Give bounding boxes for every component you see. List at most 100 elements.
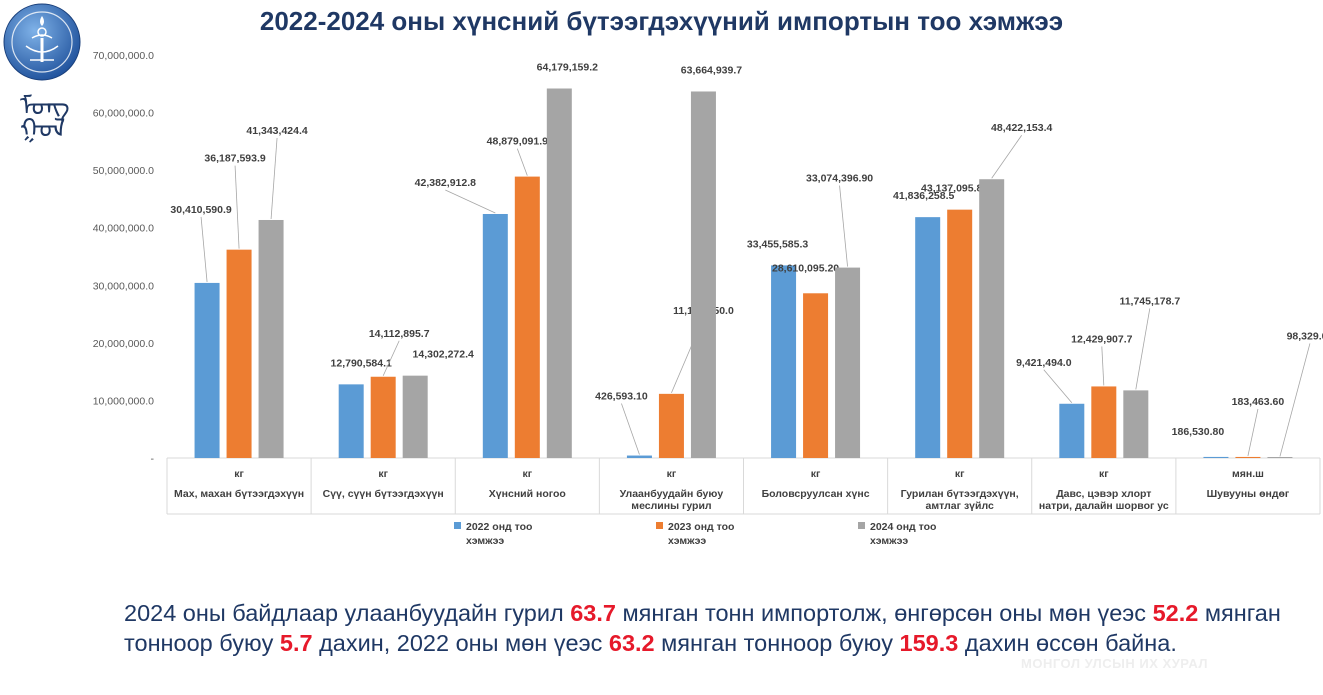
- label-leader-line: [1135, 308, 1151, 390]
- summary-text-part: мянган тонн импортолж, өнгөрсөн оны мөн …: [615, 600, 1153, 626]
- bar: [338, 384, 364, 458]
- bar: [915, 217, 941, 458]
- unit-label: кг: [955, 468, 965, 480]
- label-leader-line: [234, 165, 240, 249]
- data-label: 43,137,095.8: [921, 183, 982, 195]
- bar: [546, 88, 572, 458]
- data-label: 98,329.00: [1287, 330, 1323, 342]
- data-label: 9,421,494.0: [1016, 357, 1072, 369]
- bar: [803, 293, 829, 458]
- category-label: амтлаг зүйлс: [926, 500, 994, 512]
- unit-label: кг: [811, 468, 821, 480]
- data-label: 64,179,159.2: [537, 62, 598, 74]
- legend-label: хэмжээ: [870, 535, 908, 547]
- bar: [1091, 386, 1117, 458]
- bar: [370, 376, 396, 458]
- data-label: 63,664,939.7: [681, 64, 742, 76]
- summary-text-part: дахин, 2022 оны мөн үеэс: [312, 630, 609, 656]
- bar: [690, 91, 716, 458]
- unit-label: кг: [522, 468, 532, 480]
- bar: [1235, 456, 1261, 458]
- label-leader-line: [991, 134, 1023, 179]
- data-label: 36,187,593.9: [204, 153, 265, 165]
- bar: [226, 249, 252, 458]
- bar: [482, 213, 508, 458]
- legend-swatch: [858, 522, 865, 529]
- bar: [771, 265, 797, 458]
- unit-label: кг: [234, 468, 244, 480]
- y-tick-label: 50,000,000.0: [93, 165, 154, 177]
- legend-label: 2023 онд тоо: [668, 521, 734, 533]
- summary-text-part: дахин өссөн байна.: [958, 630, 1177, 656]
- bar: [626, 455, 652, 458]
- summary-highlight: 63.7: [570, 600, 616, 626]
- label-leader-line: [621, 403, 640, 455]
- unit-label: мян.ш: [1232, 468, 1264, 480]
- summary-highlight: 159.3: [899, 630, 959, 656]
- label-leader-line: [1279, 343, 1311, 457]
- unit-label: кг: [667, 468, 677, 480]
- bar: [194, 282, 220, 458]
- data-label: 48,422,153.4: [991, 122, 1052, 134]
- data-label: 14,112,895.7: [369, 328, 430, 340]
- category-label: Шувууны өндөг: [1207, 488, 1290, 500]
- data-label: 12,790,584.1: [331, 357, 392, 369]
- watermark: МОНГОЛ УЛСЫН ИХ ХУРАЛ: [1021, 656, 1208, 671]
- legend-swatch: [454, 522, 461, 529]
- summary-highlight: 63.2: [608, 630, 655, 656]
- category-label: Мах, махан бүтээгдэхүүн: [174, 488, 304, 500]
- y-tick-label: 30,000,000.0: [93, 280, 154, 292]
- bar: [1123, 390, 1149, 458]
- bar: [658, 393, 684, 458]
- category-label: меслины гурил: [631, 500, 711, 512]
- legend-label: 2022 онд тоо: [466, 521, 532, 533]
- category-label: Сүү, сүүн бүтээгдэхүүн: [323, 488, 444, 500]
- bar: [258, 219, 284, 458]
- label-leader-line: [1043, 369, 1073, 404]
- summary-highlight: 52.2: [1152, 600, 1199, 626]
- bar: [514, 176, 540, 459]
- mongolian-soyombo-emblem-icon: [3, 3, 81, 81]
- bar: [1059, 403, 1085, 458]
- summary-text-part: мянган тонноор буюу: [654, 630, 900, 656]
- label-leader-line: [445, 189, 496, 214]
- data-label: 42,382,912.8: [415, 177, 476, 189]
- bar: [1267, 457, 1293, 458]
- unit-label: кг: [1099, 468, 1109, 480]
- bar: [979, 179, 1005, 458]
- y-tick-label: 20,000,000.0: [93, 338, 154, 350]
- unit-label: кг: [378, 468, 388, 480]
- data-label: 28,610,095.20: [772, 262, 839, 274]
- data-label: 11,745,178.7: [1119, 295, 1180, 307]
- label-leader-line: [516, 148, 528, 176]
- page-title: 2022-2024 оны хүнсний бүтээгдэхүүний имп…: [259, 6, 1064, 36]
- y-tick-label: 60,000,000.0: [93, 108, 154, 120]
- summary-highlight: 5.7: [279, 630, 313, 656]
- category-label: Хүнсний ногоо: [489, 488, 566, 500]
- data-label: 186,530.80: [1172, 426, 1225, 438]
- data-label: 33,074,396.90: [806, 173, 873, 185]
- label-leader-line: [270, 137, 278, 220]
- label-leader-line: [1101, 346, 1105, 386]
- label-leader-line: [382, 340, 400, 376]
- data-label: 41,343,424.4: [246, 125, 307, 137]
- summary-text-part: мянган тонноор буюу: [124, 600, 1281, 656]
- bar: [835, 267, 861, 458]
- y-tick-label: 10,000,000.0: [93, 395, 154, 407]
- category-label: Давс, цэвэр хлорт: [1056, 488, 1151, 500]
- category-label: Улаанбуудайн буюу: [620, 488, 724, 500]
- bar: [947, 209, 973, 458]
- data-label: 30,410,590.9: [170, 204, 231, 216]
- summary-text: 2024 оны байдлаар улаанбуудайн гурил 63.…: [124, 598, 1309, 658]
- category-label: Боловсруулсан хүнс: [762, 488, 870, 500]
- bar: [402, 375, 428, 458]
- category-label: натри, далайн шорвог ус: [1039, 500, 1169, 512]
- data-label: 41,836,258.5: [893, 190, 954, 202]
- legend-label: хэмжээ: [466, 535, 504, 547]
- import-bar-chart: - 10,000,000.0 20,000,000.0 30,000,000.0 40,…: [93, 50, 1323, 547]
- category-label: Гурилан бүтээгдэхүүн,: [901, 488, 1019, 500]
- data-label: 14,302,272.4: [413, 349, 474, 361]
- label-leader-line: [1247, 408, 1259, 457]
- y-tick-label: 40,000,000.0: [93, 223, 154, 235]
- data-label: 183,463.60: [1232, 396, 1285, 408]
